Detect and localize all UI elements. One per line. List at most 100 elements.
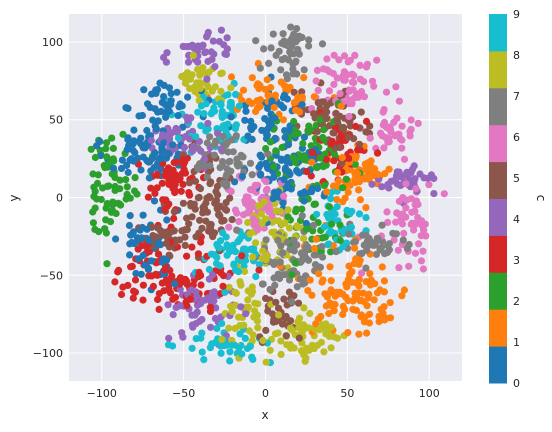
- scatter-point: [313, 127, 321, 135]
- scatter-point: [313, 164, 321, 172]
- scatter-point: [266, 346, 274, 354]
- scatter-point: [167, 228, 175, 236]
- scatter-point: [384, 218, 392, 226]
- scatter-point: [263, 185, 271, 193]
- scatter-point: [279, 116, 287, 124]
- scatter-point: [212, 304, 220, 312]
- scatter-point: [93, 179, 102, 187]
- scatter-point: [370, 82, 378, 90]
- scatter-point: [206, 133, 214, 141]
- scatter-point: [147, 257, 155, 265]
- scatter-point: [122, 104, 130, 112]
- scatter-point: [186, 179, 194, 187]
- scatter-point: [274, 270, 282, 278]
- scatter-point: [108, 134, 116, 142]
- scatter-point: [338, 124, 346, 132]
- scatter-point: [181, 79, 190, 87]
- colorbar-segment-4: [489, 198, 507, 236]
- scatter-point: [205, 68, 213, 76]
- scatter-point: [314, 341, 322, 349]
- scatter-point: [374, 149, 382, 157]
- scatter-point: [300, 152, 308, 160]
- scatter-point: [305, 36, 313, 44]
- scatter-point: [327, 140, 335, 148]
- scatter-point: [393, 114, 401, 122]
- scatter-point: [153, 184, 161, 192]
- scatter-point: [360, 241, 368, 249]
- scatter-point: [231, 248, 239, 256]
- scatter-point: [310, 221, 318, 229]
- scatter-point: [275, 311, 283, 319]
- scatter-point: [249, 253, 257, 261]
- colorbar-tick-label-9: 9: [513, 8, 520, 21]
- scatter-point: [327, 248, 335, 256]
- scatter-point: [320, 223, 328, 231]
- scatter-point: [170, 208, 178, 216]
- scatter-point: [269, 318, 278, 326]
- scatter-point: [281, 82, 289, 90]
- scatter-point: [415, 240, 423, 248]
- scatter-point: [280, 91, 288, 99]
- scatter-point: [365, 290, 373, 298]
- scatter-point: [355, 282, 363, 290]
- scatter-point: [407, 125, 415, 133]
- scatter-point: [276, 258, 284, 266]
- scatter-point: [270, 103, 278, 112]
- scatter-point: [269, 30, 277, 38]
- scatter-point: [173, 88, 181, 96]
- scatter-point: [91, 153, 99, 162]
- scatter-point: [286, 324, 294, 332]
- scatter-point: [165, 133, 173, 142]
- scatter-point: [216, 164, 224, 172]
- scatter-point: [226, 357, 234, 365]
- scatter-point: [263, 76, 271, 84]
- scatter-point: [417, 217, 425, 225]
- scatter-point: [407, 116, 415, 124]
- scatter-point: [295, 314, 304, 322]
- scatter-point: [154, 117, 162, 125]
- scatter-point: [374, 170, 382, 179]
- scatter-point: [275, 217, 283, 225]
- scatter-point: [268, 97, 276, 105]
- scatter-point: [197, 281, 205, 289]
- scatter-point: [386, 314, 395, 322]
- scatter-point: [258, 126, 266, 134]
- scatter-point: [290, 88, 298, 96]
- scatter-point: [119, 130, 127, 138]
- scatter-point: [152, 233, 160, 241]
- scatter-point: [227, 302, 235, 310]
- scatter-point: [420, 226, 428, 234]
- scatter-point: [139, 296, 147, 304]
- scatter-point: [322, 155, 330, 164]
- scatter-point: [200, 356, 208, 364]
- scatter-point: [318, 40, 327, 48]
- scatter-point: [351, 294, 359, 302]
- scatter-point: [226, 248, 234, 256]
- scatter-point: [217, 99, 225, 107]
- scatter-point: [430, 190, 438, 198]
- scatter-point: [257, 210, 265, 218]
- scatter-point: [144, 100, 152, 108]
- scatter-point: [300, 304, 308, 312]
- scatter-point: [202, 48, 210, 56]
- scatter-point: [339, 242, 347, 251]
- scatter-point: [181, 275, 189, 283]
- scatter-point: [280, 176, 288, 184]
- scatter-point: [160, 93, 168, 101]
- scatter-point: [256, 64, 264, 72]
- scatter-point: [239, 153, 247, 161]
- y-tick-label-4: 100: [42, 36, 63, 49]
- scatter-point: [149, 154, 157, 162]
- scatter-point: [286, 170, 294, 178]
- scatter-point: [207, 48, 215, 56]
- scatter-point: [310, 110, 318, 118]
- scatter-point: [349, 86, 357, 94]
- scatter-point: [392, 83, 400, 91]
- scatter-point: [259, 280, 267, 288]
- colorbar-tick-label-1: 1: [513, 336, 520, 349]
- scatter-point: [400, 286, 408, 294]
- scatter-point: [270, 258, 278, 267]
- scatter-point: [336, 236, 344, 245]
- scatter-point: [373, 56, 381, 64]
- scatter-point: [205, 227, 213, 235]
